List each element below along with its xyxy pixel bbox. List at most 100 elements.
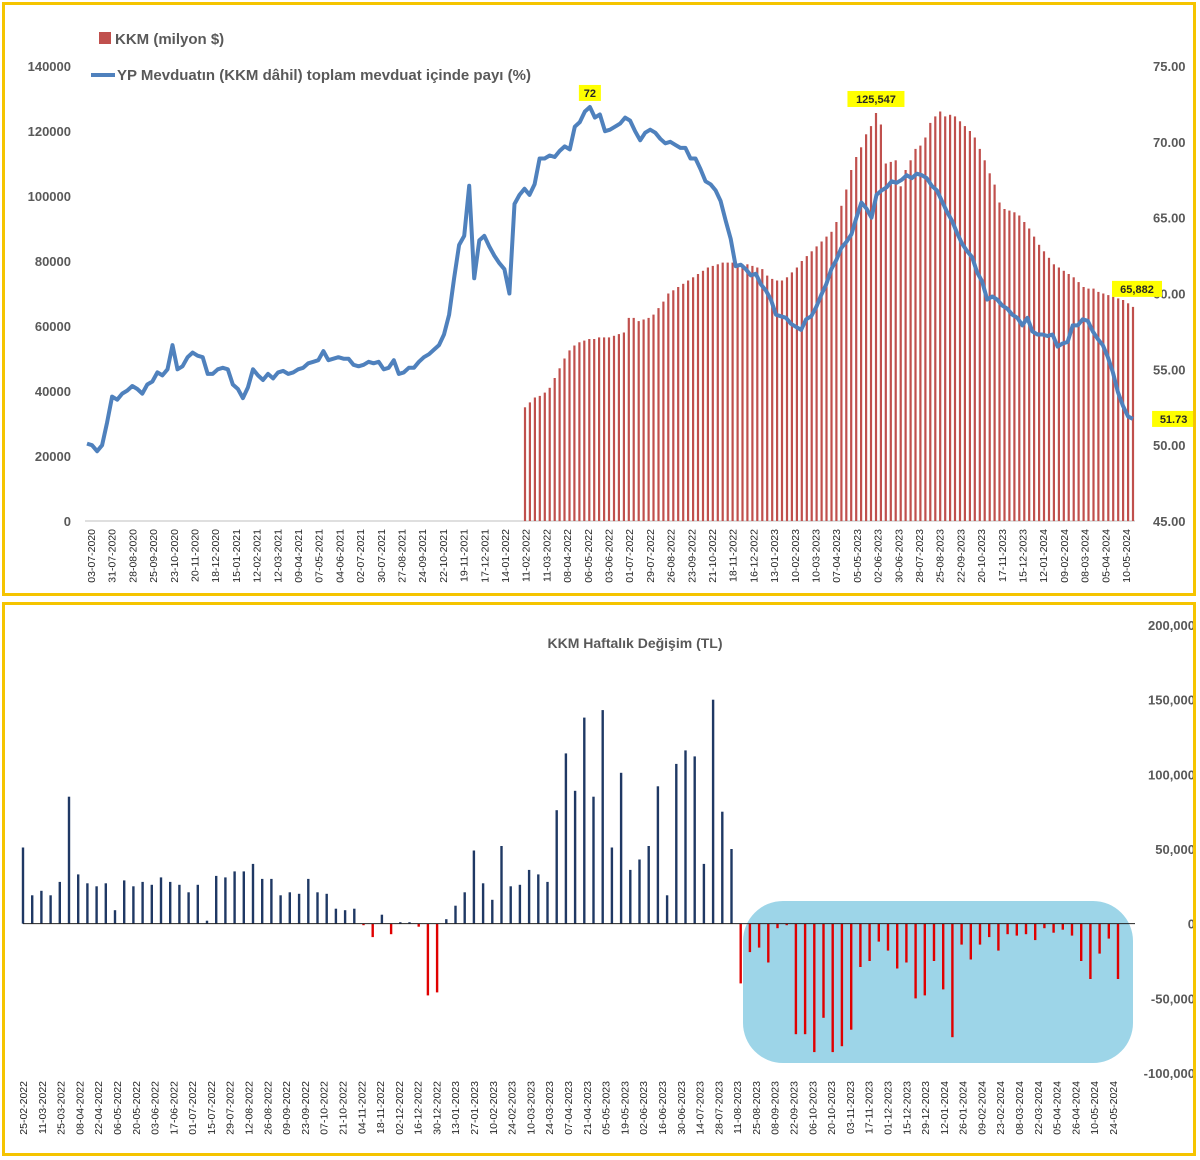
x-tick-label: 10-02-2023 (790, 529, 802, 583)
weekly-change-bar (813, 923, 816, 1053)
weekly-change-bar (463, 892, 466, 924)
x-tick-label: 29-07-2022 (225, 1081, 237, 1135)
kkm-bar (766, 275, 769, 521)
callout-label: 65,882 (1120, 284, 1154, 296)
kkm-bar (1077, 282, 1080, 521)
bottom-chart-panel: KKM Haftalık Değişim (TL) -100,000 -50,00… (2, 602, 1196, 1156)
weekly-change-bar (537, 874, 540, 924)
x-tick-label: 29-07-2022 (645, 529, 657, 583)
x-tick-label: 05-05-2023 (852, 529, 864, 583)
x-tick-label: 17-06-2022 (168, 1081, 180, 1135)
weekly-change-bar (693, 756, 696, 924)
x-tick-label: 11-02-2022 (521, 529, 533, 582)
weekly-change-bar (178, 884, 181, 924)
weekly-change-bar (362, 923, 365, 926)
x-tick-label: 22-09-2023 (955, 529, 967, 583)
kkm-bar (563, 358, 566, 521)
callout-box (1112, 280, 1162, 297)
y-right-tick-label: 50.00 (1153, 438, 1186, 453)
kkm-bar (1092, 288, 1095, 521)
weekly-change-bar (610, 847, 614, 924)
weekly-change-bar (997, 923, 1000, 951)
y-left-tick-label: 60000 (35, 319, 71, 334)
x-tick-label: 10-03-2023 (811, 529, 823, 583)
kkm-bar (583, 340, 586, 521)
x-tick-label: 25-08-2023 (935, 529, 947, 583)
kkm-bar (919, 145, 922, 521)
x-tick-label: 16-12-2022 (748, 529, 760, 583)
weekly-change-bar (840, 923, 844, 1047)
x-tick-label: 24-09-2021 (417, 529, 429, 583)
kkm-bar (1042, 251, 1046, 522)
kkm-bar (1102, 293, 1105, 521)
weekly-change-bar (1070, 923, 1074, 936)
weekly-change-bar (49, 895, 52, 924)
kkm-bar (845, 189, 848, 521)
x-tick-label: 20-11-2020 (190, 529, 202, 582)
weekly-change-bar (923, 923, 926, 996)
weekly-change-bar (270, 878, 273, 924)
kkm-bar (533, 397, 536, 521)
kkm-bar (662, 301, 665, 521)
weekly-change-bar (215, 875, 218, 924)
kkm-bar (731, 262, 734, 521)
kkm-bar (1047, 257, 1051, 522)
kkm-bar (741, 264, 744, 522)
kkm-bar (790, 272, 793, 521)
kkm-bar (998, 202, 1001, 521)
kkm-bar (973, 137, 976, 521)
weekly-change-bar (546, 881, 549, 924)
weekly-change-bar (371, 923, 374, 938)
x-tick-label: 05-04-2024 (1052, 1081, 1064, 1135)
x-tick-label: 02-07-2021 (355, 529, 367, 583)
weekly-change-bar (1034, 923, 1037, 941)
x-tick-label: 06-05-2022 (112, 1081, 124, 1135)
y-left-tick-label: 0 (64, 514, 71, 529)
legend-swatch-bar (99, 32, 111, 44)
highlight-region (743, 901, 1133, 1063)
x-tick-label: 13-01-2023 (769, 529, 781, 583)
x-tick-label: 05-05-2023 (601, 1081, 613, 1135)
weekly-change-bar (95, 886, 98, 924)
y-right-tick-label: 100,000 (1148, 767, 1193, 782)
kkm-bar (692, 277, 695, 522)
kkm-bar (929, 122, 932, 522)
y-left-tick-label: 120000 (28, 124, 71, 139)
kkm-bar (632, 317, 635, 521)
y-right-tick-label: -100,000 (1144, 1066, 1193, 1081)
kkm-bar (617, 334, 620, 521)
kkm-bar (879, 124, 882, 521)
kkm-bar (736, 264, 739, 522)
weekly-change-bar (1116, 923, 1120, 979)
kkm-bar (677, 287, 680, 521)
weekly-change-bars (21, 699, 1120, 1053)
kkm-bar (603, 337, 606, 521)
x-tick-label: 04-11-2022 (356, 1081, 368, 1134)
kkm-bar (657, 308, 660, 521)
kkm-bar (993, 184, 996, 521)
weekly-change-bar (1015, 923, 1018, 936)
kkm-bar (1097, 291, 1100, 521)
weekly-change-bar (251, 863, 255, 924)
weekly-change-bar (1061, 923, 1064, 930)
weekly-change-bar (454, 905, 457, 924)
weekly-change-bar (233, 871, 236, 924)
kkm-bar (825, 236, 828, 521)
x-tick-label: 12-02-2021 (252, 529, 264, 583)
kkm-bar (904, 170, 907, 521)
kkm-bar (884, 163, 887, 521)
x-tick-label: 03-11-2023 (845, 1081, 857, 1134)
weekly-change-bar (141, 881, 144, 924)
weekly-change-bar (187, 892, 190, 924)
x-tick-label: 14-07-2023 (695, 1081, 707, 1135)
x-tick-label: 12-08-2022 (244, 1081, 256, 1135)
kkm-bar (672, 290, 675, 522)
kkm-bar (1117, 298, 1120, 521)
weekly-change-bar (859, 923, 862, 967)
x-tick-label: 18-12-2020 (210, 529, 222, 583)
data-callouts: 72 125,547 65,882 51.73 (578, 84, 1193, 427)
weekly-change-bar (40, 890, 43, 924)
kkm-bar (721, 262, 724, 521)
x-tick-label: 01-07-2022 (624, 529, 636, 583)
